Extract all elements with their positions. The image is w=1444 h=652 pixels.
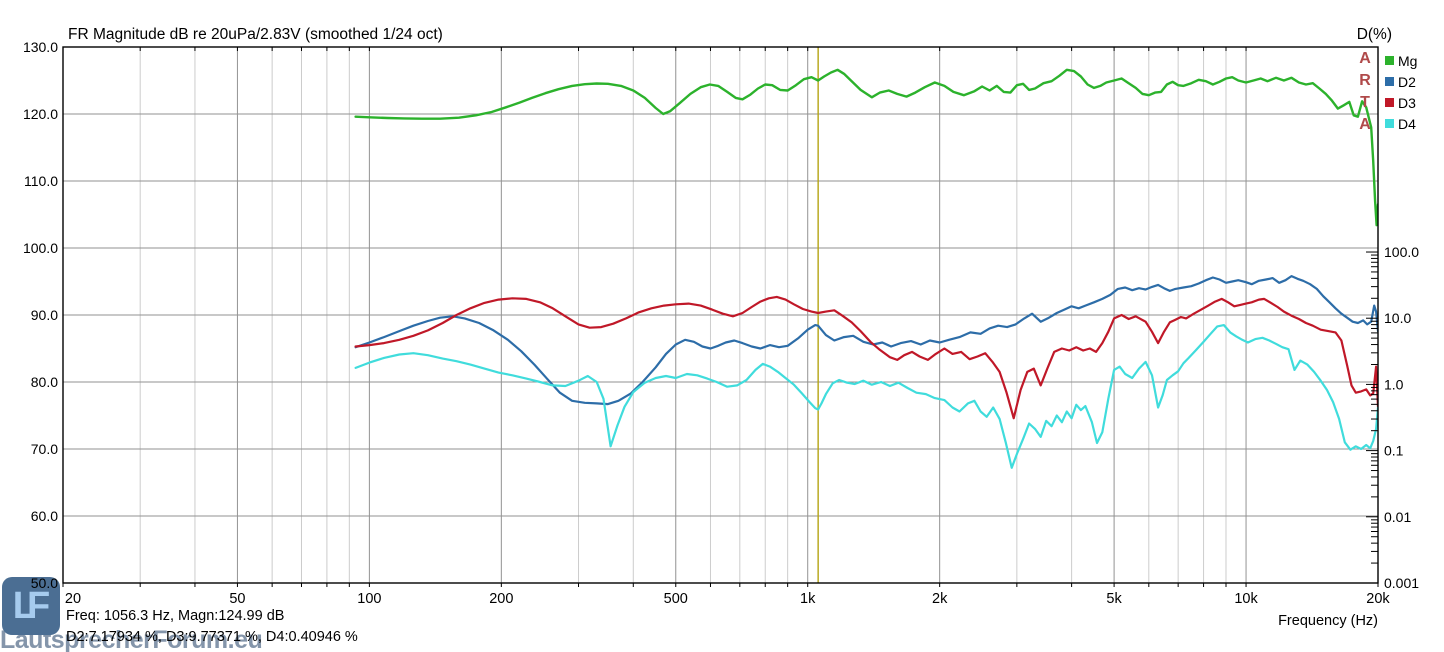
- x-axis-tick-label: 20k: [1366, 591, 1390, 607]
- right-axis-tick-label: 10.0: [1384, 310, 1411, 326]
- right-axis-tick-label: 1.0: [1384, 376, 1404, 392]
- legend-label: D3: [1398, 94, 1416, 111]
- curve-d4: [354, 324, 1378, 469]
- left-axis-tick-label: 60.0: [31, 508, 58, 524]
- legend-swatch-d3: [1385, 98, 1394, 107]
- right-axis-tick-label: 0.1: [1384, 443, 1404, 459]
- legend: Mg D2 D3 D4: [1385, 50, 1417, 134]
- legend-label: Mg: [1398, 52, 1418, 69]
- x-axis-title: Frequency (Hz): [1278, 613, 1378, 629]
- x-axis-tick-label: 10k: [1234, 591, 1258, 607]
- curve-d2: [354, 275, 1378, 406]
- left-axis-tick-label: 110.0: [24, 173, 58, 189]
- legend-swatch-d4: [1385, 119, 1394, 128]
- x-axis-tick-label: 2k: [932, 591, 948, 607]
- legend-item-mg: Mg: [1385, 50, 1417, 71]
- left-axis-tick-label: 50.0: [31, 575, 58, 591]
- legend-label: D4: [1398, 115, 1416, 132]
- plot-border: [62, 46, 1379, 584]
- left-axis-tick-label: 80.0: [31, 374, 58, 390]
- legend-item-d3: D3: [1385, 92, 1417, 113]
- left-axis-tick-label: 120.0: [23, 106, 58, 122]
- curve-d3: [354, 295, 1378, 420]
- left-axis-tick-label: 100.0: [23, 240, 58, 256]
- x-axis-tick-label: 20: [65, 591, 81, 607]
- status-readout-frequency: Freq: 1056.3 Hz, Magn:124.99 dB: [66, 608, 285, 624]
- x-axis-tick-label: 1k: [800, 591, 816, 607]
- right-axis-title: D(%): [1356, 26, 1392, 43]
- right-axis-tick-label: 0.01: [1384, 509, 1411, 525]
- left-axis-tick-label: 70.0: [31, 441, 58, 457]
- watermark-logo-letters: LF: [12, 585, 51, 627]
- x-axis-tick-label: 50: [229, 591, 245, 607]
- legend-swatch-d2: [1385, 77, 1394, 86]
- x-axis-tick-label: 5k: [1106, 591, 1122, 607]
- brand-letter: A: [1359, 50, 1371, 67]
- x-axis-tick-label: 200: [489, 591, 513, 607]
- left-axis-tick-label: 90.0: [31, 307, 58, 323]
- status-readout-distortion: D2:7.17934 %, D3:9.77371 %, D4:0.40946 %: [66, 629, 358, 645]
- right-axis-tick-label: 0.001: [1384, 575, 1419, 591]
- curve-mg: [354, 68, 1378, 227]
- left-axis-tick-label: 130.0: [23, 39, 58, 55]
- legend-item-d4: D4: [1385, 113, 1417, 134]
- x-axis-tick-label: 500: [664, 591, 688, 607]
- brand-letter: A: [1359, 116, 1371, 133]
- brand-letter: T: [1360, 94, 1370, 111]
- right-axis-tick-label: 100.0: [1384, 244, 1419, 260]
- legend-label: D2: [1398, 73, 1416, 90]
- chart-title: FR Magnitude dB re 20uPa/2.83V (smoothed…: [68, 26, 443, 43]
- watermark-logo: LF: [2, 577, 60, 635]
- x-axis-tick-label: 100: [357, 591, 381, 607]
- legend-swatch-mg: [1385, 56, 1394, 65]
- legend-item-d2: D2: [1385, 71, 1417, 92]
- brand-letter: R: [1359, 72, 1371, 89]
